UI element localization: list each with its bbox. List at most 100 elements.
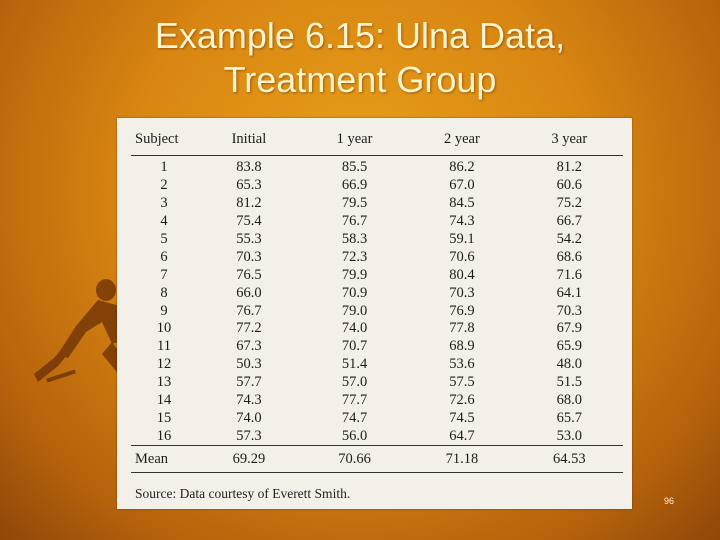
table-row: 9 76.7 79.0 76.9 70.3 <box>131 302 623 320</box>
table-cell: 64.7 <box>449 427 475 444</box>
table-row: 16 57.3 56.0 64.7 53.0 <box>131 427 623 445</box>
table-cell: 75.4 <box>236 213 262 230</box>
table-cell: 3 <box>160 195 168 212</box>
table-cell: 57.0 <box>341 374 368 391</box>
table-cell: 16 <box>156 427 172 444</box>
table-cell: 10 <box>156 320 172 337</box>
table-cell: 66.0 <box>236 284 262 301</box>
table-cell: 81.2 <box>236 195 262 212</box>
table-row: 1 83.8 85.5 86.2 81.2 <box>131 156 623 177</box>
table-row: 13 57.7 57.0 57.5 51.5 <box>131 374 623 392</box>
table-cell: 58.3 <box>341 231 368 247</box>
table-cell: 74.5 <box>449 409 475 426</box>
table-row: 6 70.3 72.3 70.6 68.6 <box>131 248 623 266</box>
table-cell: 2 <box>160 177 168 194</box>
table-cell: 59.1 <box>449 231 475 247</box>
table-cell: 7 <box>160 266 168 283</box>
slide-title-line-2: Treatment Group <box>223 59 497 100</box>
table-cell: 48.0 <box>556 356 582 373</box>
table-cell: 74.0 <box>341 320 368 337</box>
table-cell: 70.6 <box>449 248 475 265</box>
table-cell: 77.8 <box>449 320 475 337</box>
header-2-year: 2 year <box>408 123 516 156</box>
slide-title: Example 6.15: Ulna Data, Treatment Group <box>0 14 720 102</box>
mean-3-year: 64.53 <box>515 445 623 474</box>
table-cell: 80.4 <box>449 266 475 283</box>
data-table-image: Subject Initial 1 year 2 year 3 year 1 83… <box>117 118 632 509</box>
table-cell: 77.7 <box>341 392 368 409</box>
table-cell: 76.7 <box>236 302 262 319</box>
mean-1-year: 70.66 <box>300 445 409 474</box>
page-number: 96 <box>664 496 675 506</box>
table-cell: 76.5 <box>236 266 262 283</box>
table-row: 3 81.2 79.5 84.5 75.2 <box>131 195 623 213</box>
table-cell: 5 <box>160 231 168 247</box>
table-cell: 77.2 <box>236 320 262 337</box>
table-cell: 72.3 <box>341 248 368 265</box>
table-cell: 84.5 <box>449 195 475 212</box>
table-cell: 85.5 <box>341 159 368 176</box>
table-cell: 74.7 <box>341 409 368 426</box>
table-cell: 57.3 <box>236 427 262 444</box>
table-cell: 75.2 <box>556 195 582 212</box>
table-cell: 53.0 <box>556 427 582 444</box>
table-source-note: Source: Data courtesy of Everett Smith. <box>135 486 351 501</box>
table-cell: 12 <box>156 356 172 373</box>
table-cell: 57.5 <box>449 374 475 391</box>
table-cell: 14 <box>156 392 172 409</box>
mean-label: Mean <box>131 445 197 474</box>
table-row: 15 74.0 74.7 74.5 65.7 <box>131 409 623 427</box>
mean-row: Mean 69.29 70.66 71.18 64.53 <box>131 445 623 474</box>
table-cell: 74.0 <box>236 409 262 426</box>
table-cell: 70.9 <box>341 284 368 301</box>
table-row: 8 66.0 70.9 70.3 64.1 <box>131 284 623 302</box>
header-subject: Subject <box>131 123 197 156</box>
table-cell: 66.9 <box>341 177 368 194</box>
table-cell: 57.7 <box>236 374 262 391</box>
table-cell: 86.2 <box>449 159 475 176</box>
table-cell: 79.0 <box>341 302 368 319</box>
table-row: 7 76.5 79.9 80.4 71.6 <box>131 266 623 284</box>
slide-title-line-1: Example 6.15: Ulna Data, <box>154 15 566 56</box>
mean-initial: 69.29 <box>197 445 301 474</box>
table-row: 2 65.3 66.9 67.0 60.6 <box>131 177 623 195</box>
table-cell: 65.9 <box>556 338 582 355</box>
table-cell: 65.7 <box>556 409 582 426</box>
table-cell: 70.7 <box>341 338 368 355</box>
table-cell: 51.5 <box>556 374 582 391</box>
table-cell: 56.0 <box>341 427 368 444</box>
table-cell: 13 <box>156 374 172 391</box>
table-row: 10 77.2 74.0 77.8 67.9 <box>131 320 623 338</box>
table-cell: 79.9 <box>341 266 368 283</box>
table-cell: 74.3 <box>236 392 262 409</box>
table-cell: 68.0 <box>556 392 582 409</box>
table-row: 11 67.3 70.7 68.9 65.9 <box>131 338 623 356</box>
table-cell: 8 <box>160 284 168 301</box>
header-initial: Initial <box>197 123 301 156</box>
table-cell: 70.3 <box>556 302 582 319</box>
table-cell: 71.6 <box>556 266 582 283</box>
mean-2-year: 71.18 <box>408 445 516 474</box>
table-cell: 15 <box>156 409 172 426</box>
table-row: 14 74.3 77.7 72.6 68.0 <box>131 392 623 410</box>
table-cell: 72.6 <box>449 392 475 409</box>
table-cell: 66.7 <box>556 213 582 230</box>
table-cell: 54.2 <box>556 231 582 247</box>
table-cell: 81.2 <box>556 159 582 176</box>
table-cell: 74.3 <box>449 213 475 230</box>
table-cell: 6 <box>160 248 168 265</box>
table-cell: 67.3 <box>236 338 262 355</box>
table-row: 12 50.3 51.4 53.6 48.0 <box>131 356 623 374</box>
table-cell: 76.7 <box>341 213 368 230</box>
table-cell: 64.1 <box>556 284 582 301</box>
table-cell: 65.3 <box>236 177 262 194</box>
table-cell: 76.9 <box>449 302 475 319</box>
ulna-data-table: Subject Initial 1 year 2 year 3 year 1 83… <box>131 123 623 474</box>
header-1-year: 1 year <box>300 123 409 156</box>
table-cell: 1 <box>160 159 168 176</box>
table-cell: 70.3 <box>449 284 475 301</box>
table-cell: 67.0 <box>449 177 475 194</box>
table-cell: 53.6 <box>449 356 475 373</box>
table-cell: 68.9 <box>449 338 475 355</box>
table-cell: 67.9 <box>556 320 582 337</box>
